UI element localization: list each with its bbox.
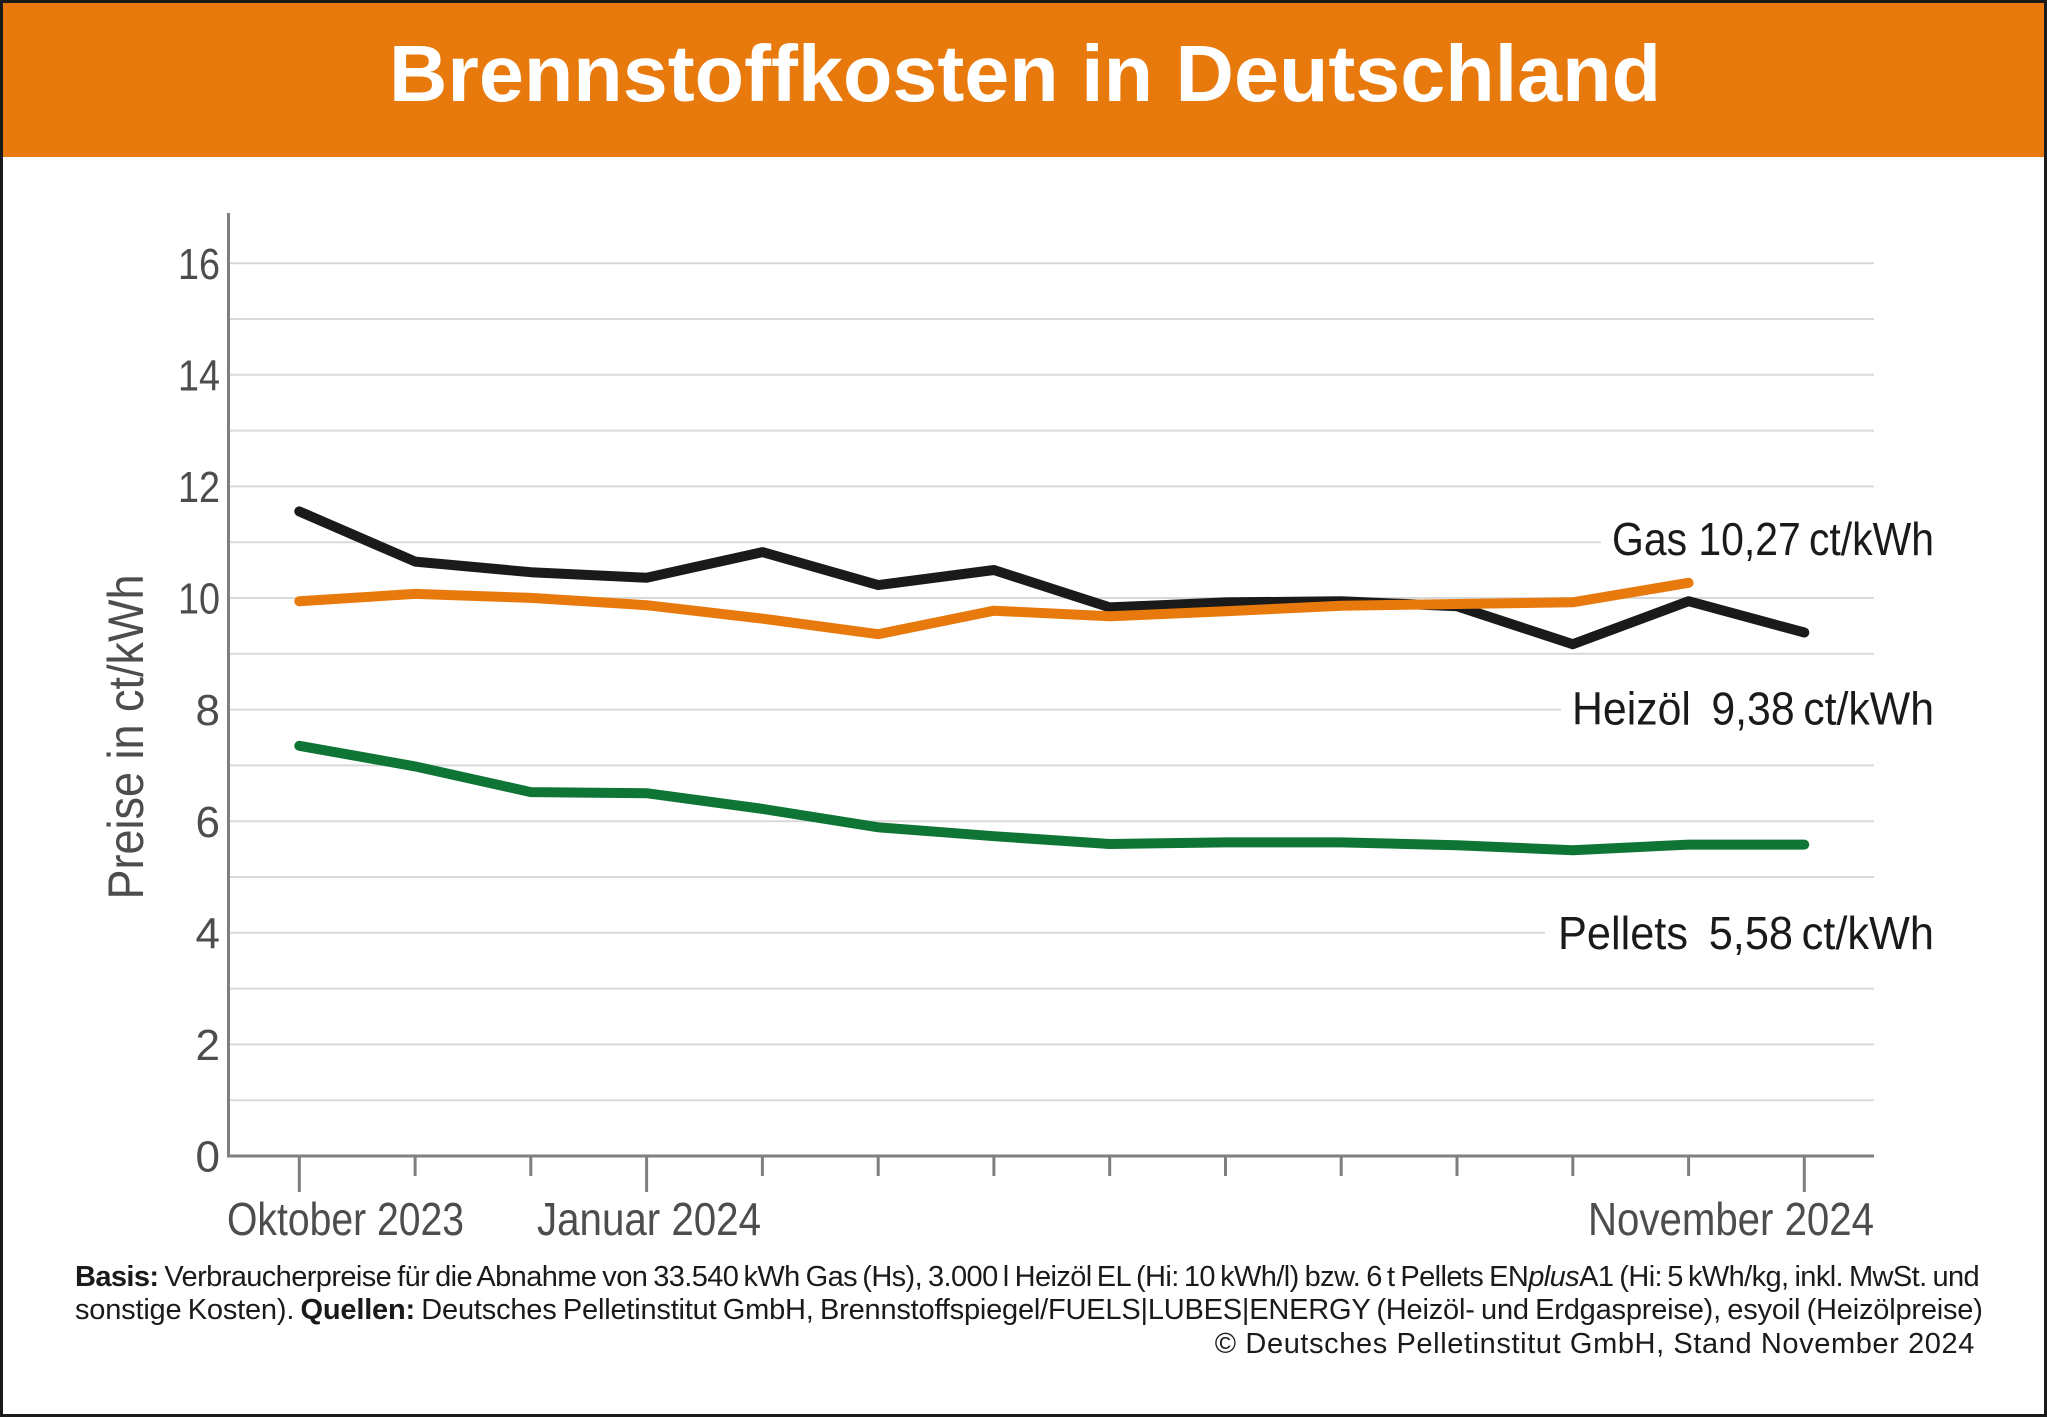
svg-text:November 2024: November 2024 <box>1588 1193 1874 1245</box>
svg-text:Brennstoffkosten in Deutschlan: Brennstoffkosten in Deutschland <box>389 29 1661 118</box>
svg-text:14: 14 <box>178 351 220 400</box>
svg-text:Heizöl 9,38 ct/kWh: Heizöl 9,38 ct/kWh <box>1572 683 1934 735</box>
svg-text:4: 4 <box>196 909 220 958</box>
svg-text:Januar 2024: Januar 2024 <box>537 1193 761 1245</box>
svg-text:16: 16 <box>178 240 220 289</box>
svg-text:6: 6 <box>196 798 220 847</box>
svg-text:12: 12 <box>178 463 220 512</box>
svg-text:Preise in ct/kWh: Preise in ct/kWh <box>98 575 154 900</box>
svg-text:0: 0 <box>196 1133 220 1182</box>
svg-text:2: 2 <box>196 1021 220 1070</box>
svg-text:Oktober 2023: Oktober 2023 <box>227 1193 464 1245</box>
svg-text:Pellets 5,58 ct/kWh: Pellets 5,58 ct/kWh <box>1558 907 1934 959</box>
svg-text:Gas 10,27 ct/kWh: Gas 10,27 ct/kWh <box>1612 513 1934 565</box>
svg-text:10: 10 <box>178 575 220 624</box>
svg-text:8: 8 <box>196 686 220 735</box>
